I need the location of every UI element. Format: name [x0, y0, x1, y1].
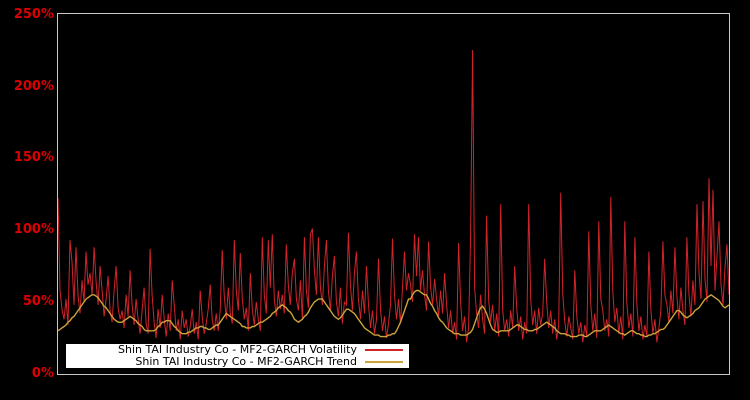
y-axis-tick-label: 150% [13, 150, 54, 165]
legend-line-sample-trend [365, 361, 403, 363]
legend-item-trend: Shin TAI Industry Co - MF2-GARCH Trend [66, 356, 409, 368]
legend-item-volatility: Shin TAI Industry Co - MF2-GARCH Volatil… [66, 344, 409, 356]
legend-line-sample-volatility [365, 349, 403, 351]
plot-area: Shin TAI Industry Co - MF2-GARCH Volatil… [57, 13, 730, 375]
y-axis-tick-label: 100% [13, 222, 54, 237]
plot-svg [58, 49, 729, 343]
y-axis-tick-label: 250% [13, 7, 54, 22]
trend-series-line [58, 289, 729, 338]
legend-label-trend: Shin TAI Industry Co - MF2-GARCH Trend [135, 355, 357, 368]
y-axis-tick-label: 50% [22, 294, 54, 309]
y-axis-tick-label: 0% [31, 366, 54, 381]
legend: Shin TAI Industry Co - MF2-GARCH Volatil… [65, 343, 410, 369]
y-axis-tick-label: 200% [13, 79, 54, 94]
volatility-series-line [58, 49, 729, 343]
legend-label-volatility: Shin TAI Industry Co - MF2-GARCH Volatil… [117, 343, 357, 356]
